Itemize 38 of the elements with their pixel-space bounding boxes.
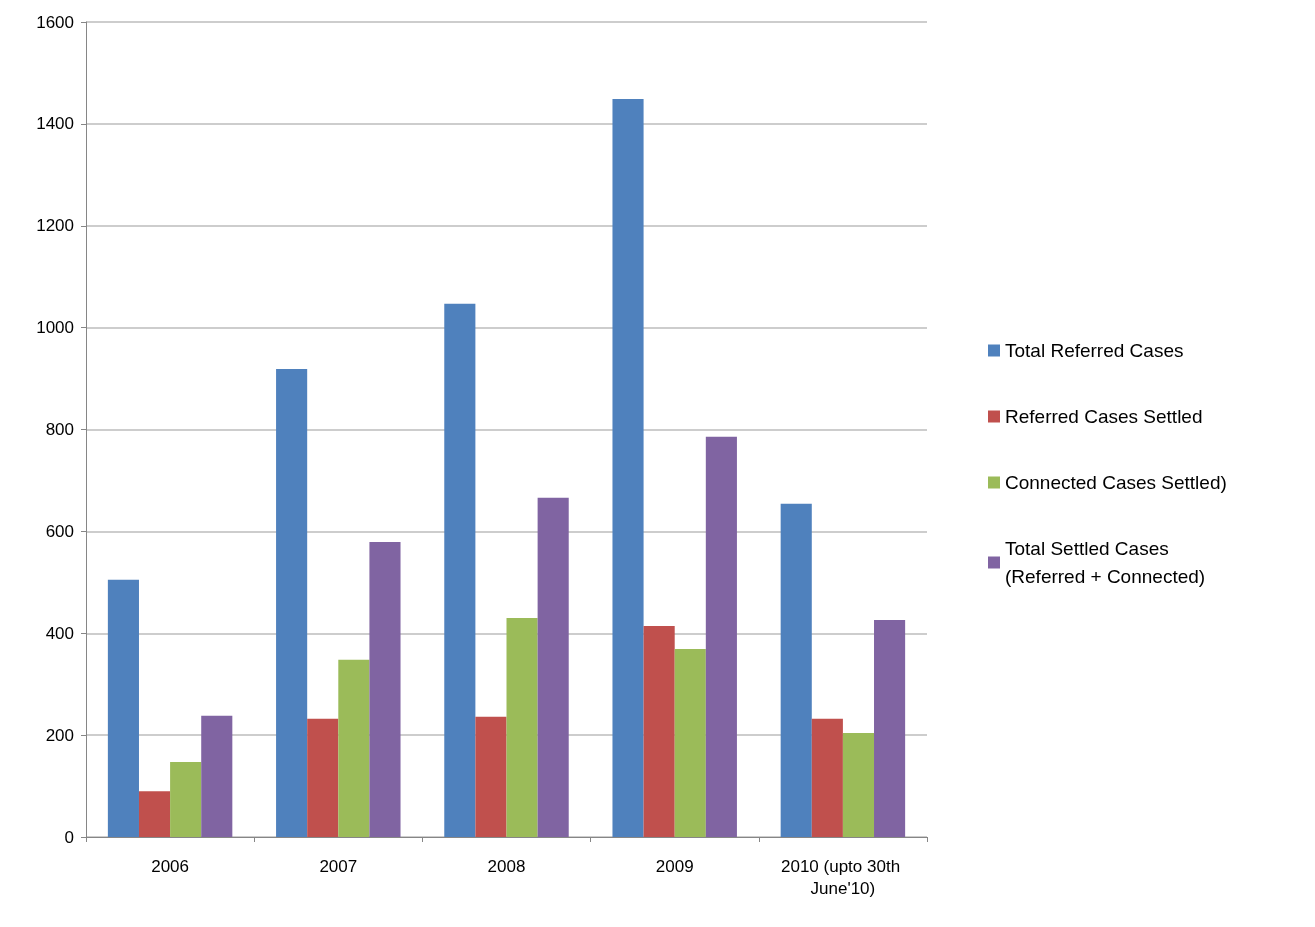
legend-label: Connected Cases Settled) (1005, 472, 1227, 493)
bar (506, 617, 538, 837)
y-tick-label: 1400 (36, 114, 74, 134)
x-tick-label: 2009 (655, 856, 694, 876)
bar (338, 659, 370, 837)
legend-label: Referred Cases Settled (1005, 406, 1203, 427)
y-tick-label: 0 (64, 827, 74, 847)
bar (307, 718, 339, 837)
y-tick-label: 1000 (36, 318, 74, 338)
y-tick-label: 200 (45, 725, 74, 745)
bar (842, 733, 875, 837)
bar (444, 303, 476, 837)
x-tick-label: 2008 (487, 856, 526, 876)
bar (475, 716, 507, 837)
bar (612, 98, 644, 837)
bar (201, 715, 233, 837)
bar (643, 626, 675, 837)
bar (537, 497, 569, 837)
bar (107, 579, 139, 837)
bar (276, 368, 308, 837)
y-tick-label: 400 (45, 623, 74, 643)
bar (811, 718, 843, 837)
legend-label: Total Referred Cases (1005, 340, 1184, 361)
x-tick-label: 2006 (151, 856, 190, 876)
y-tick-label: 600 (45, 521, 74, 541)
bar (674, 649, 706, 837)
x-tick-label: 2007 (319, 856, 358, 876)
bar (138, 791, 171, 837)
bar (874, 620, 906, 837)
bar (369, 542, 401, 837)
bar (780, 503, 812, 837)
legend-label: Total Settled Cases (Referred + Connected) (1005, 538, 1206, 587)
y-tick-label: 800 (45, 420, 74, 439)
bar (170, 762, 202, 837)
x-tick-label: 2010 (upto 30th June'10) (780, 856, 905, 898)
y-tick-label: 1600 (36, 12, 74, 32)
bar (705, 436, 737, 837)
y-tick-label: 1200 (36, 216, 74, 236)
